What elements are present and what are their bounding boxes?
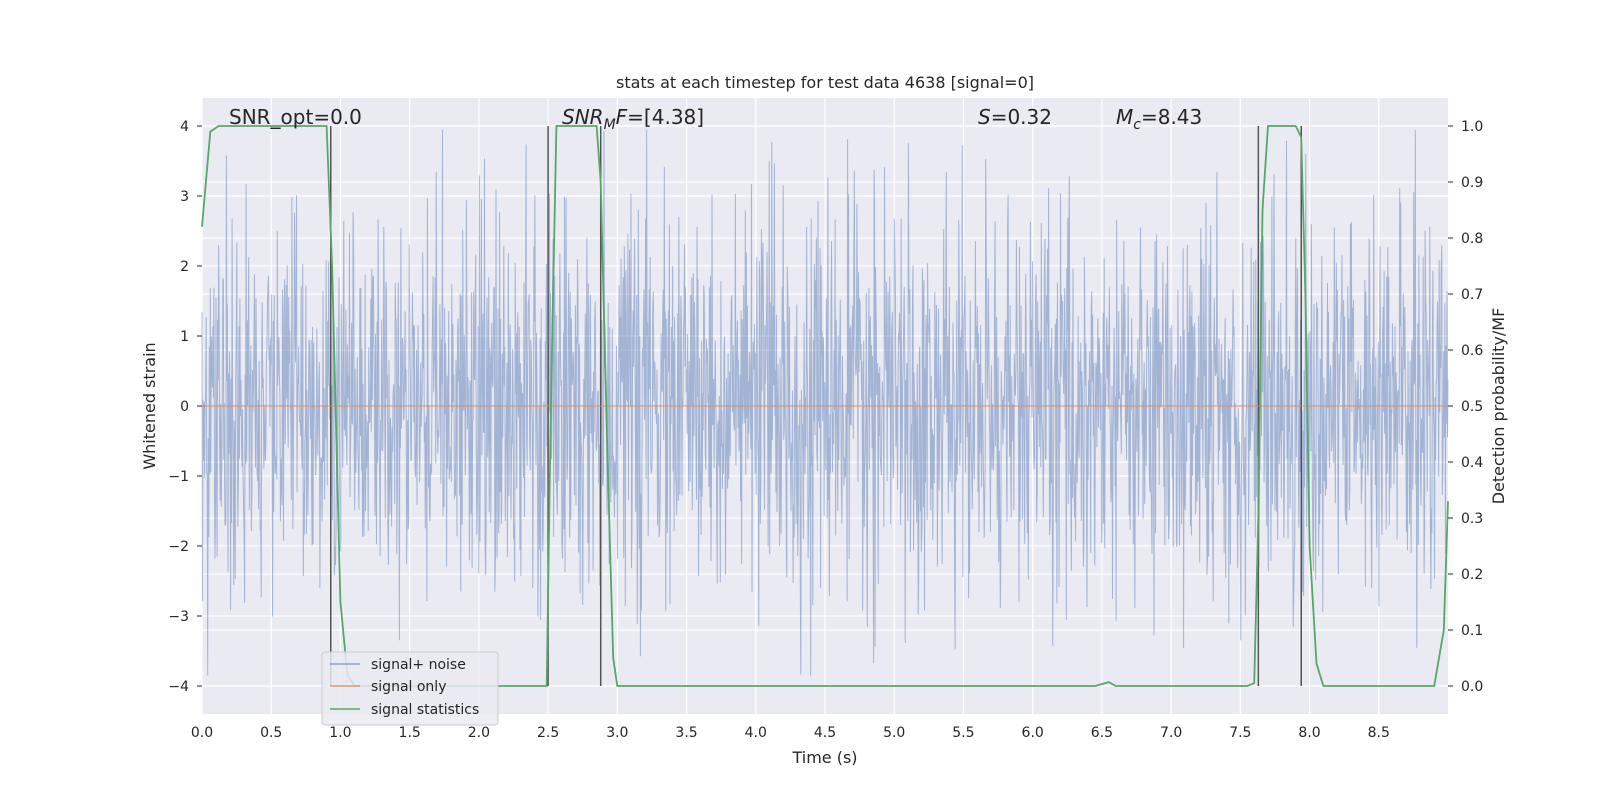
x-tick-label: 6.5: [1091, 725, 1113, 741]
legend-label-signal: signal only: [371, 679, 446, 695]
legend-label-noise: signal+ noise: [371, 657, 466, 673]
x-axis-label: Time (s): [791, 748, 857, 767]
y-right-tick-label: 0.1: [1461, 623, 1483, 639]
annotation-snr-opt: SNR_opt=0.0: [229, 105, 362, 129]
chart-title: stats at each timestep for test data 463…: [616, 73, 1034, 92]
x-tick-label: 2.5: [537, 725, 559, 741]
legend-label-stats: signal statistics: [371, 702, 479, 718]
x-tick-label: 3.0: [606, 725, 628, 741]
legend: signal+ noise signal only signal statist…: [321, 651, 499, 726]
x-tick-label: 1.5: [399, 725, 421, 741]
x-tick-label: 7.0: [1160, 725, 1182, 741]
tick-labels: 0.0 0.5 1.0 1.5 2.0 2.5 3.0 3.5 4.0 4.5 5.0 5.5 6.0 6…: [168, 119, 1483, 741]
y-left-tick-label: −4: [168, 679, 189, 695]
noise-series: [201, 129, 1449, 676]
annotation-snr-mf-value: =[4.38]: [627, 105, 704, 129]
x-tick-label: 5.5: [952, 725, 974, 741]
y-axis-left-label: Whitened strain: [140, 342, 159, 469]
y-left-tick-label: −3: [168, 609, 189, 625]
y-right-tick-label: 0.2: [1461, 567, 1483, 583]
x-tick-label: 6.0: [1022, 725, 1044, 741]
y-right-tick-label: 0.6: [1461, 343, 1483, 359]
y-left-tick-label: −2: [168, 539, 189, 555]
y-left-tick-label: 1: [180, 329, 189, 345]
y-right-tick-label: 0.9: [1461, 175, 1483, 191]
x-tick-label: 7.5: [1229, 725, 1251, 741]
annotation-mc: Mc=8.43: [1116, 105, 1202, 133]
x-tick-label: 5.0: [883, 725, 905, 741]
y-right-tick-label: 0.8: [1461, 231, 1483, 247]
y-left-tick-label: 0: [180, 399, 189, 415]
noise-line: [201, 129, 1449, 676]
x-tick-label: 4.0: [745, 725, 767, 741]
x-tick-label: 0.5: [260, 725, 282, 741]
y-right-tick-label: 0.5: [1461, 399, 1483, 415]
signal-statistics-series: [201, 125, 1449, 687]
y-axis-right-label: Detection probability/MF: [1489, 308, 1508, 505]
y-right-tick-label: 0.0: [1461, 679, 1483, 695]
legend-box: [321, 651, 499, 726]
y-left-tick-label: 3: [180, 189, 189, 205]
y-right-tick-label: 0.4: [1461, 455, 1483, 471]
x-tick-label: 3.5: [675, 725, 697, 741]
y-right-tick-label: 0.3: [1461, 511, 1483, 527]
annotation-s: S=0.32: [978, 105, 1052, 129]
x-tick-label: 2.0: [468, 725, 490, 741]
y-right-tick-label: 0.7: [1461, 287, 1483, 303]
annotation-s-value: =0.32: [991, 105, 1052, 129]
x-tick-label: 8.0: [1298, 725, 1320, 741]
x-tick-label: 4.5: [814, 725, 836, 741]
x-tick-label: 8.5: [1368, 725, 1390, 741]
y-right-tick-label: 1.0: [1461, 119, 1483, 135]
x-tick-label: 1.0: [329, 725, 351, 741]
annotation-snr-mf: SNRMF=[4.38]: [562, 105, 704, 133]
x-tick-label: 0.0: [191, 725, 213, 741]
y-left-tick-label: −1: [168, 469, 189, 485]
y-left-tick-label: 2: [180, 259, 189, 275]
y-left-tick-label: 4: [180, 119, 189, 135]
signal-statistics-line: [201, 125, 1449, 687]
annotation-mc-value: =8.43: [1141, 105, 1202, 129]
